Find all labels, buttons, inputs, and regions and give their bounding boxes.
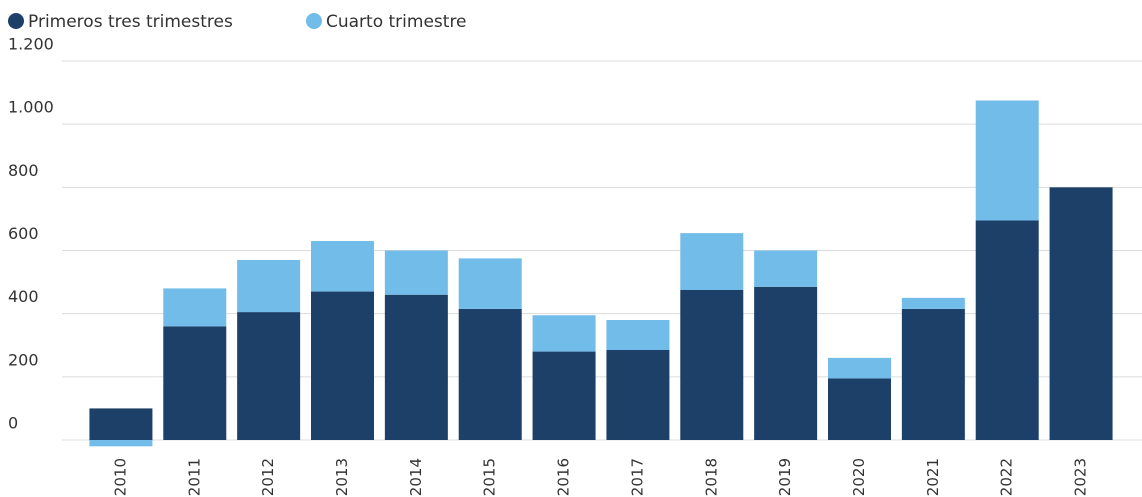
bar-segment xyxy=(1049,187,1113,440)
x-tick-label: 2010 xyxy=(111,458,129,496)
bar-segment xyxy=(532,315,596,352)
x-tick-label: 2015 xyxy=(481,458,499,496)
y-tick-label: 800 xyxy=(8,161,39,180)
x-tick-label: 2018 xyxy=(702,458,720,496)
bar-segment xyxy=(680,289,744,440)
bar-segment xyxy=(458,308,522,440)
bar-segment xyxy=(754,250,818,287)
x-tick-label: 2013 xyxy=(333,458,351,496)
bar-segment xyxy=(901,297,965,309)
bar-segment xyxy=(311,241,374,292)
x-tick-label: 2021 xyxy=(924,458,942,496)
x-tick-label: 2011 xyxy=(185,458,203,496)
x-tick-label: 2020 xyxy=(850,458,868,496)
bar-segment xyxy=(89,440,153,447)
x-tick-label: 2016 xyxy=(555,458,573,496)
y-tick-label: 600 xyxy=(8,224,39,243)
bar-segment xyxy=(828,378,891,440)
bar-segment xyxy=(237,259,301,313)
bar-segment xyxy=(606,319,670,350)
bar-segment xyxy=(237,312,301,440)
y-tick-label: 200 xyxy=(8,350,39,369)
bar-segment xyxy=(754,286,818,440)
bar-segment xyxy=(828,357,891,379)
y-tick-label: 1.200 xyxy=(8,35,54,54)
legend-label: Primeros tres trimestres xyxy=(28,12,233,32)
y-tick-label: 1.000 xyxy=(8,98,54,117)
bar-segment xyxy=(532,351,596,440)
bar-segment xyxy=(458,258,522,309)
bar-segment xyxy=(680,233,744,290)
bar-segment xyxy=(311,291,374,440)
legend-marker xyxy=(306,13,322,29)
x-tick-label: 2012 xyxy=(259,458,277,496)
x-tick-label: 2022 xyxy=(998,458,1016,496)
bar-segment xyxy=(384,250,448,295)
x-tick-label: 2014 xyxy=(407,458,425,496)
x-tick-label: 2023 xyxy=(1072,458,1090,496)
bar-segment xyxy=(606,349,670,440)
bar-segment xyxy=(89,408,153,440)
bar-segment xyxy=(901,308,965,440)
bar-segment xyxy=(975,220,1039,440)
legend-marker xyxy=(8,13,24,29)
bar-segment xyxy=(163,288,227,327)
bar-segment xyxy=(975,100,1039,221)
bar-segment xyxy=(384,294,448,440)
y-tick-label: 400 xyxy=(8,287,39,306)
legend-label: Cuarto trimestre xyxy=(326,12,467,32)
y-tick-label: 0 xyxy=(8,414,18,433)
x-tick-label: 2017 xyxy=(628,458,646,496)
x-tick-label: 2019 xyxy=(776,458,794,496)
bar-segment xyxy=(163,326,227,440)
